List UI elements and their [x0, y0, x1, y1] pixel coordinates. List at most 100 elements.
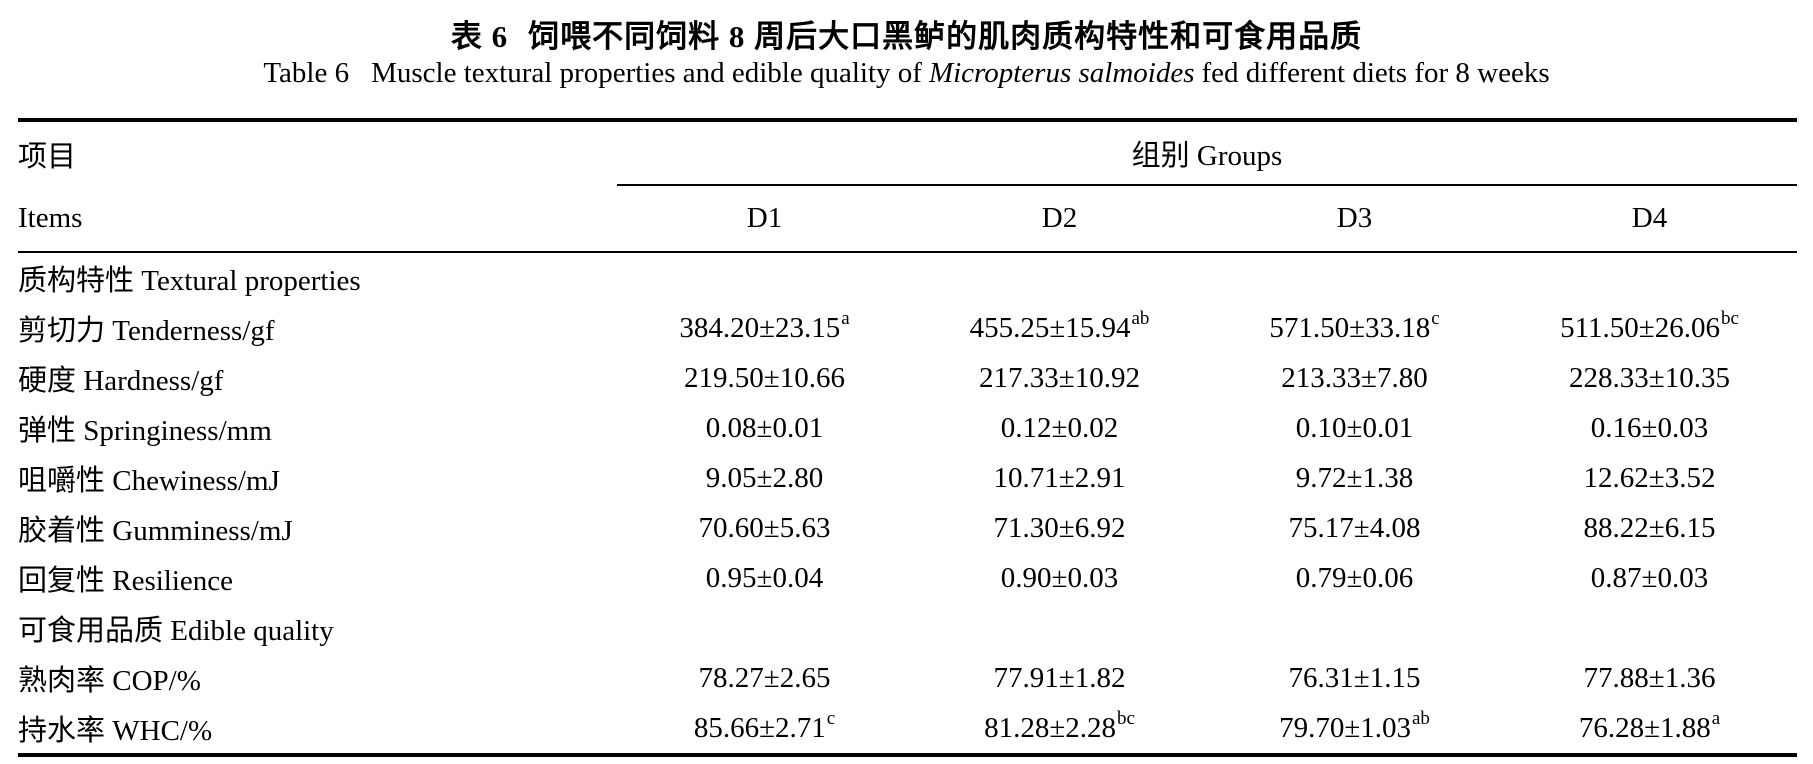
value-text: 219.50±10.66: [684, 361, 845, 394]
value-cell: 0.87±0.03: [1502, 553, 1797, 603]
value-cell: 0.16±0.03: [1502, 403, 1797, 453]
table-row: 咀嚼性 Chewiness/mJ 9.05±2.80 10.71±2.91 9.72±…: [18, 453, 1797, 503]
row-label: 硬度 Hardness/gf: [18, 365, 224, 397]
column-header-d1: D1: [746, 202, 783, 234]
value-text: 81.28±2.28: [984, 711, 1116, 744]
value-text: 77.91±1.82: [993, 661, 1126, 694]
value-text: 77.88±1.36: [1583, 661, 1716, 694]
row-label: 胶着性 Gumminess/mJ: [18, 515, 293, 547]
value-cell: 228.33±10.35: [1502, 353, 1797, 403]
table-number-en: Table 6: [263, 57, 350, 89]
column-header-d4: D4: [1631, 202, 1668, 234]
row-label: 回复性 Resilience: [18, 565, 234, 597]
value-cell: 70.60±5.63: [617, 503, 912, 553]
value-cell: 0.95±0.04: [617, 553, 912, 603]
value-cell: 77.91±1.82: [912, 653, 1207, 703]
value-cell: 0.12±0.02: [912, 403, 1207, 453]
table-header: 项目 Items 组别 Groups D1 D2 D3 D4: [18, 122, 1797, 251]
value-cell: 81.28±2.28 bc: [912, 703, 1207, 753]
value-cell: 9.05±2.80: [617, 453, 912, 503]
row-label: 咀嚼性 Chewiness/mJ: [18, 465, 280, 497]
value-cell: 79.70±1.03 ab: [1207, 703, 1502, 753]
significance-superscript: c: [1431, 307, 1440, 329]
value-cell: 71.30±6.92: [912, 503, 1207, 553]
groups-header: 组别 Groups D1 D2 D3 D4: [617, 122, 1797, 251]
value-cell: 217.33±10.92: [912, 353, 1207, 403]
significance-superscript: bc: [1720, 307, 1739, 329]
column-header-d3: D3: [1336, 202, 1373, 234]
table-title-en-after: fed different diets for 8 weeks: [1201, 57, 1550, 89]
value-text: 0.90±0.03: [1000, 561, 1119, 594]
value-cell: 88.22±6.15: [1502, 503, 1797, 553]
value-cell: 213.33±7.80: [1207, 353, 1502, 403]
value-text: 10.71±2.91: [993, 461, 1126, 494]
table-body: 质构特性 Textural properties 剪切力 Tenderness/g…: [18, 253, 1797, 753]
species-name: Micropterus salmoides: [928, 57, 1195, 89]
group-columns: D1 D2 D3 D4: [617, 186, 1797, 251]
groups-header-label: 组别 Groups: [617, 122, 1797, 186]
value-cell: 77.88±1.36: [1502, 653, 1797, 703]
bottom-rule: [18, 753, 1797, 757]
table-row: 持水率 WHC/% 85.66±2.71 c 81.28±2.28 bc 79.70±1.…: [18, 703, 1797, 753]
value-cell: 0.79±0.06: [1207, 553, 1502, 603]
header-rule: [18, 251, 1797, 253]
table-row: 硬度 Hardness/gf 219.50±10.66 217.33±10.92 21…: [18, 353, 1797, 403]
value-text: 217.33±10.92: [979, 361, 1140, 394]
value-cell: 511.50±26.06 bc: [1502, 303, 1797, 353]
items-header: 项目 Items: [18, 122, 617, 251]
section-row: 质构特性 Textural properties: [18, 253, 1797, 303]
value-cell: 76.28±1.88 a: [1502, 703, 1797, 753]
value-text: 9.05±2.80: [705, 461, 824, 494]
value-text: 384.20±23.15: [679, 311, 841, 344]
table-title-zh: 表 6 饲喂不同饲料 8 周后大口黑鲈的肌肉质构特性和可食用品质: [0, 11, 1813, 56]
table-row: 剪切力 Tenderness/gf 384.20±23.15 a 455.25±15.…: [18, 303, 1797, 353]
data-table: 项目 Items 组别 Groups D1 D2 D3 D4 质构特性 Text…: [18, 118, 1797, 757]
value-cell: 10.71±2.91: [912, 453, 1207, 503]
value-text: 0.08±0.01: [705, 411, 824, 444]
value-cell: 0.90±0.03: [912, 553, 1207, 603]
row-label: 可食用品质 Edible quality: [18, 615, 334, 647]
value-text: 0.87±0.03: [1590, 561, 1709, 594]
top-rule: [18, 118, 1797, 122]
table-number-zh: 表 6: [450, 19, 509, 54]
row-label: 弹性 Springiness/mm: [18, 415, 272, 447]
value-cell: 75.17±4.08: [1207, 503, 1502, 553]
value-text: 213.33±7.80: [1281, 361, 1428, 394]
value-text: 0.12±0.02: [1000, 411, 1119, 444]
table-title-en: Table 6 Muscle textural properties and ed…: [0, 57, 1813, 90]
value-cell: 455.25±15.94 ab: [912, 303, 1207, 353]
items-header-en: Items: [18, 202, 83, 234]
table-row: 弹性 Springiness/mm 0.08±0.01 0.12±0.02 0.10±…: [18, 403, 1797, 453]
value-text: 75.17±4.08: [1288, 511, 1421, 544]
value-text: 70.60±5.63: [698, 511, 831, 544]
section-row: 可食用品质 Edible quality: [18, 603, 1797, 653]
value-cell: 12.62±3.52: [1502, 453, 1797, 503]
table-title-zh-text: 饲喂不同饲料 8 周后大口黑鲈的肌肉质构特性和可食用品质: [528, 19, 1363, 54]
value-cell: 9.72±1.38: [1207, 453, 1502, 503]
significance-superscript: bc: [1116, 707, 1135, 729]
value-text: 455.25±15.94: [969, 311, 1131, 344]
value-text: 76.28±1.88: [1578, 711, 1711, 744]
significance-superscript: ab: [1131, 307, 1150, 329]
significance-superscript: a: [841, 307, 850, 329]
value-text: 79.70±1.03: [1279, 711, 1411, 744]
table-row: 回复性 Resilience 0.95±0.04 0.90±0.03 0.79±0.0…: [18, 553, 1797, 603]
table-row: 胶着性 Gumminess/mJ 70.60±5.63 71.30±6.92 75.1…: [18, 503, 1797, 553]
value-text: 12.62±3.52: [1583, 461, 1716, 494]
value-cell: 384.20±23.15 a: [617, 303, 912, 353]
significance-superscript: ab: [1411, 707, 1430, 729]
significance-superscript: c: [826, 707, 836, 729]
value-text: 85.66±2.71: [693, 711, 826, 744]
significance-superscript: a: [1711, 707, 1721, 729]
value-text: 511.50±26.06: [1560, 311, 1720, 344]
value-cell: 85.66±2.71 c: [617, 703, 912, 753]
row-label: 质构特性 Textural properties: [18, 265, 361, 297]
value-text: 78.27±2.65: [698, 661, 831, 694]
table-row: 熟肉率 COP/% 78.27±2.65 77.91±1.82 76.31±1.15 7…: [18, 653, 1797, 703]
value-cell: 76.31±1.15: [1207, 653, 1502, 703]
value-text: 71.30±6.92: [993, 511, 1126, 544]
value-text: 228.33±10.35: [1569, 361, 1730, 394]
value-text: 76.31±1.15: [1288, 661, 1421, 694]
value-cell: 219.50±10.66: [617, 353, 912, 403]
